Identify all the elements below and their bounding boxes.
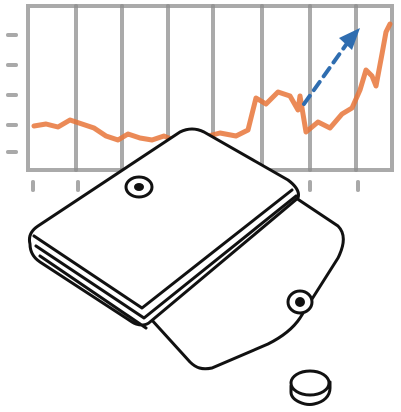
coin bbox=[289, 369, 332, 406]
wallet-flap bbox=[148, 196, 345, 371]
snap-center bbox=[295, 297, 305, 307]
wallet-body bbox=[28, 127, 300, 327]
wallet-edge bbox=[38, 254, 148, 330]
snap-center bbox=[134, 183, 144, 191]
wallet bbox=[28, 127, 345, 371]
forecast-arrow bbox=[302, 40, 350, 106]
trend-line bbox=[31, 21, 393, 144]
arrow-head bbox=[339, 28, 360, 50]
wallet-edge bbox=[32, 188, 294, 310]
coin-face bbox=[289, 369, 331, 397]
wallet-edge bbox=[34, 194, 298, 320]
